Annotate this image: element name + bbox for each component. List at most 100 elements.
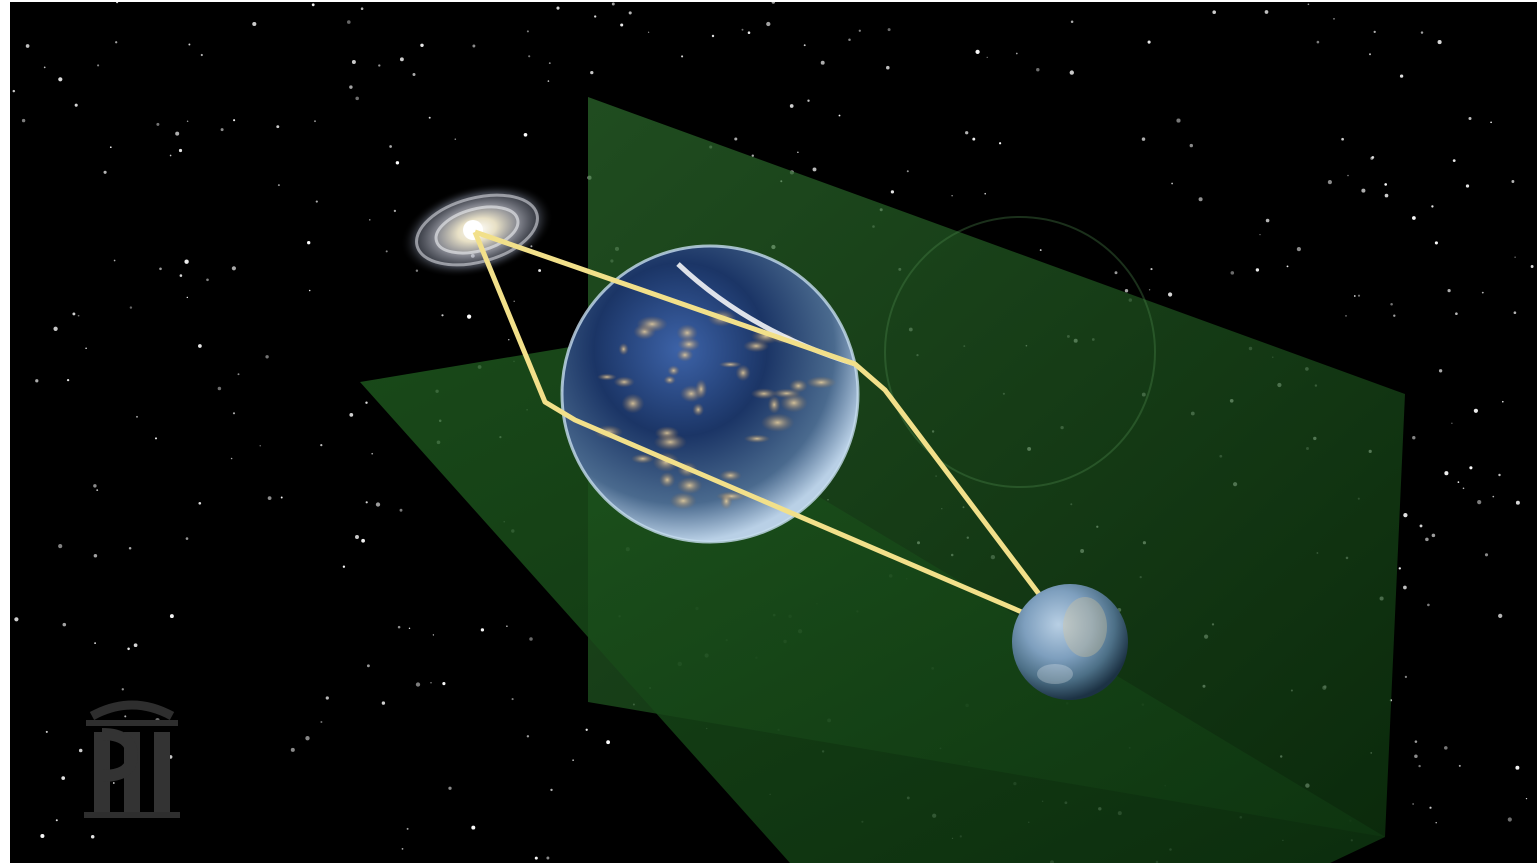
star — [280, 496, 283, 499]
star — [534, 856, 538, 860]
star — [511, 698, 514, 701]
star — [1484, 553, 1489, 557]
star — [1036, 67, 1040, 72]
star — [1434, 241, 1438, 245]
star — [441, 314, 444, 317]
star — [232, 412, 236, 415]
star — [124, 715, 127, 718]
star — [1171, 182, 1173, 185]
star — [259, 445, 261, 447]
star — [385, 250, 388, 253]
star — [1498, 613, 1503, 619]
galaxy-cluster-blob — [676, 476, 703, 495]
star — [466, 314, 472, 319]
star — [1492, 495, 1495, 498]
star — [975, 49, 980, 55]
galaxy-cluster-blob — [750, 388, 778, 400]
star — [807, 99, 810, 102]
star — [21, 118, 26, 123]
star — [401, 848, 404, 850]
star — [529, 637, 533, 641]
star — [1425, 537, 1429, 542]
star — [267, 496, 272, 500]
star — [1468, 116, 1472, 121]
star — [1427, 603, 1430, 607]
star — [1114, 271, 1118, 275]
star — [395, 161, 400, 165]
star — [611, 2, 615, 6]
star — [307, 241, 311, 245]
star — [1455, 312, 1458, 316]
galaxy-cluster-blob — [663, 375, 676, 385]
star — [43, 66, 46, 69]
galaxy-cluster-blob — [760, 413, 795, 432]
star — [1435, 821, 1437, 824]
star — [96, 489, 99, 491]
star — [200, 53, 203, 57]
star — [1444, 471, 1449, 476]
star — [965, 131, 969, 135]
star — [1341, 137, 1344, 141]
star — [408, 627, 411, 630]
star — [606, 740, 610, 745]
star — [349, 413, 354, 417]
star — [217, 386, 222, 391]
star — [381, 701, 386, 705]
star — [237, 373, 240, 376]
star — [747, 31, 751, 34]
star — [78, 748, 83, 753]
star — [320, 721, 323, 723]
star — [1431, 205, 1434, 208]
star — [1412, 803, 1414, 805]
star — [1176, 118, 1181, 123]
star — [1477, 500, 1482, 505]
star — [12, 89, 16, 93]
star — [77, 314, 80, 317]
star — [1444, 746, 1448, 750]
star — [1327, 180, 1332, 185]
star — [890, 190, 895, 194]
star — [133, 643, 138, 648]
star — [886, 65, 890, 70]
star — [360, 7, 364, 10]
star — [90, 835, 95, 839]
star — [1369, 53, 1371, 56]
star — [188, 43, 191, 46]
star — [351, 60, 356, 64]
star — [1373, 30, 1376, 34]
star — [1384, 193, 1389, 198]
star — [1390, 303, 1393, 306]
star — [1412, 436, 1416, 440]
star — [538, 269, 542, 272]
star — [812, 167, 817, 172]
star — [1515, 765, 1520, 770]
star — [399, 57, 404, 62]
star — [951, 195, 953, 197]
scene-svg — [12, 2, 1534, 863]
star — [169, 614, 174, 619]
star — [1414, 740, 1418, 743]
star — [186, 120, 189, 123]
star — [276, 125, 280, 129]
star — [803, 44, 806, 47]
star — [711, 34, 715, 38]
star — [1316, 40, 1320, 44]
star — [547, 80, 550, 82]
star — [1462, 487, 1465, 490]
galaxy-cluster-blob — [636, 315, 668, 333]
star — [184, 259, 189, 264]
star — [513, 300, 515, 303]
galaxy-cluster-blob — [806, 376, 837, 389]
star — [112, 782, 115, 784]
star — [325, 696, 329, 700]
star — [347, 20, 351, 24]
star — [369, 219, 371, 221]
star — [647, 31, 650, 33]
star — [103, 170, 107, 174]
star — [1451, 422, 1453, 424]
star — [412, 73, 416, 76]
light-paths — [472, 229, 1047, 625]
star — [1039, 249, 1042, 252]
star — [1511, 180, 1515, 183]
star — [109, 146, 112, 149]
